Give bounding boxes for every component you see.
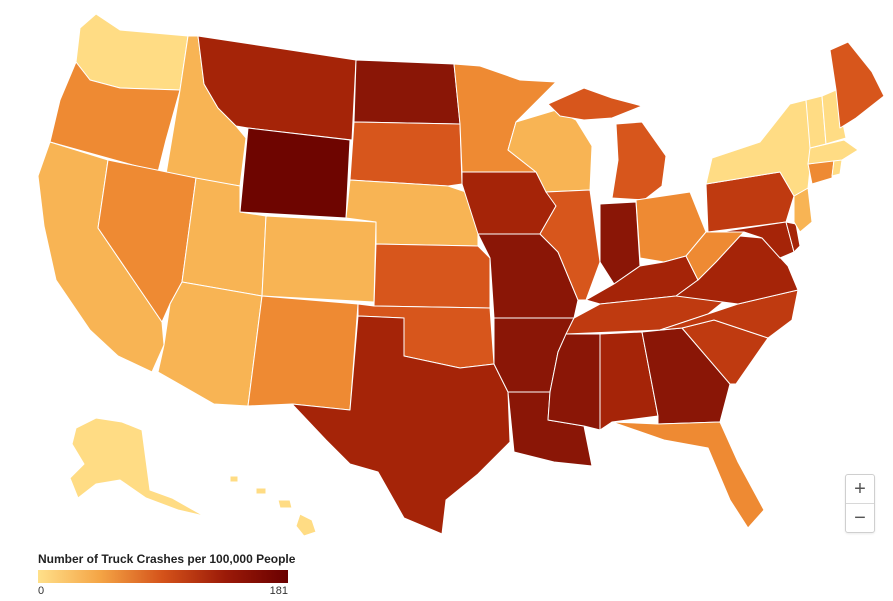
state-south-dakota[interactable]	[349, 121, 463, 187]
state-north-carolina[interactable]	[659, 289, 799, 339]
state-maine[interactable]	[829, 41, 885, 129]
color-legend: Number of Truck Crashes per 100,000 Peop…	[38, 552, 296, 599]
state-michigan-upper[interactable]	[547, 87, 643, 121]
state-delaware[interactable]	[785, 221, 801, 253]
legend-ticks: 0 181	[38, 585, 290, 599]
state-arizona[interactable]	[157, 281, 263, 407]
legend-title: Number of Truck Crashes per 100,000 Peop…	[38, 552, 296, 566]
zoom-control: + −	[845, 474, 875, 533]
state-washington[interactable]	[75, 13, 189, 91]
legend-gradient-bar	[38, 570, 288, 583]
state-north-dakota[interactable]	[353, 59, 461, 125]
state-michigan[interactable]	[611, 121, 667, 201]
state-mississippi[interactable]	[547, 333, 601, 431]
state-hawaii-big-island[interactable]	[295, 513, 317, 537]
legend-min-label: 0	[38, 585, 45, 597]
state-massachusetts[interactable]	[807, 139, 859, 165]
state-kansas[interactable]	[373, 243, 491, 309]
state-new-mexico[interactable]	[247, 295, 359, 411]
state-hawaii-kauai[interactable]	[229, 475, 239, 483]
state-rhode-island[interactable]	[831, 159, 843, 177]
state-florida[interactable]	[611, 421, 765, 529]
state-alaska[interactable]	[69, 417, 205, 517]
state-hawaii-oahu[interactable]	[255, 487, 267, 495]
state-oregon[interactable]	[49, 61, 181, 173]
state-illinois[interactable]	[539, 189, 601, 301]
state-alabama[interactable]	[599, 331, 659, 431]
state-colorado[interactable]	[261, 215, 377, 303]
state-new-hampshire[interactable]	[821, 89, 847, 145]
state-texas[interactable]	[291, 315, 511, 535]
state-wyoming[interactable]	[239, 127, 351, 219]
state-hawaii-maui[interactable]	[277, 499, 293, 509]
legend-max-label: 181	[269, 585, 288, 597]
zoom-out-button[interactable]: −	[846, 503, 874, 532]
zoom-in-button[interactable]: +	[854, 477, 866, 500]
